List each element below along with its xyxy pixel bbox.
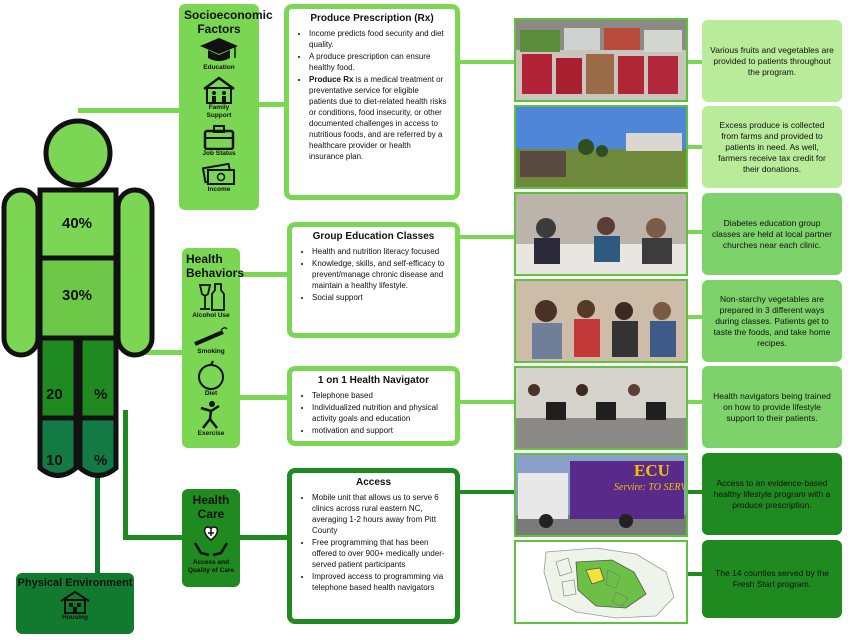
connector-line	[258, 102, 288, 107]
connector-line	[240, 395, 290, 400]
exercise-label: Exercise	[197, 430, 225, 437]
percent-20: 20	[46, 386, 63, 403]
ecu-logo: ECU	[634, 461, 670, 480]
list-item: A produce prescription can ensure health…	[309, 51, 447, 73]
list-item: Health and nutrition literacy focused	[312, 246, 447, 257]
connector-line	[458, 235, 516, 239]
connector-line	[686, 490, 704, 494]
farm-collection-photo	[514, 105, 688, 189]
list-item: Income predicts food security and diet q…	[309, 28, 447, 50]
county-map-photo	[514, 540, 688, 624]
connector-line	[240, 272, 290, 277]
connector-line	[686, 230, 704, 234]
family-support-label: Family Support	[206, 104, 232, 119]
tasting-class-photo	[514, 279, 688, 363]
connector-line	[686, 572, 704, 576]
produce-rx-box: Produce Prescription (Rx) Income predict…	[284, 4, 460, 200]
group-education-list: Health and nutrition literacy focused Kn…	[300, 246, 447, 303]
connector-line	[686, 60, 704, 64]
list-item: Mobile unit that allows us to serve 6 cl…	[312, 492, 447, 536]
alcohol-use-label: Alcohol Use	[192, 312, 230, 319]
list-item: Social support	[312, 292, 447, 303]
produce-rx-bold-lead: Produce Rx	[309, 75, 354, 84]
percent-10-sign: %	[94, 452, 108, 469]
job-status-label: Job Status	[202, 150, 236, 157]
health-care-panel: Health Care Access and Quality of Care	[182, 489, 240, 587]
group-education-box: Group Education Classes Health and nutri…	[287, 222, 460, 338]
ecu-mobile-unit-photo: ECU Servire: TO SERVE	[514, 453, 688, 537]
human-figure-icon	[1, 118, 155, 478]
health-navigator-title: 1 on 1 Health Navigator	[317, 375, 430, 386]
percent-20-sign: %	[94, 386, 108, 403]
health-care-title: Health Care	[192, 493, 230, 521]
access-box: Access Mobile unit that allows us to ser…	[287, 468, 460, 624]
exercise-icon	[200, 401, 220, 429]
caption-church: Diabetes education group classes are hel…	[702, 193, 842, 275]
income-label: Income	[207, 186, 231, 193]
list-item: Individualized nutrition and physical ac…	[312, 402, 447, 424]
connector-line	[458, 490, 516, 494]
produce-crates-photo	[514, 18, 688, 102]
house-icon	[60, 590, 90, 614]
group-education-title: Group Education Classes	[312, 231, 435, 242]
health-behaviors-title: Health Behaviors	[186, 252, 245, 280]
physical-environment-title: Physical Environment	[17, 577, 133, 589]
housing-label: Housing	[62, 614, 88, 621]
access-title: Access	[355, 477, 392, 488]
cigarette-icon	[194, 327, 228, 346]
health-behaviors-panel: Health Behaviors Alcohol Use Smoking Die…	[182, 248, 245, 448]
education-label: Education	[203, 64, 235, 71]
access-list: Mobile unit that allows us to serve 6 cl…	[300, 492, 447, 593]
connector-line	[686, 400, 704, 404]
connector-line	[138, 350, 183, 355]
diet-label: Diet	[204, 390, 218, 397]
connector-line	[123, 410, 128, 540]
list-item: Produce Rx is a medical treatment or pre…	[309, 74, 447, 162]
caption-tasting: Non-starchy vegetables are prepared in 3…	[702, 280, 842, 362]
percent-40: 40%	[62, 215, 93, 232]
access-quality-label: Access and Quality of Care	[187, 559, 235, 574]
list-item: motivation and support	[312, 425, 447, 436]
physical-environment-panel: Physical Environment Housing	[16, 573, 134, 634]
socioeconomic-factors-panel: Socioeconomic Factors Education Family S…	[179, 4, 273, 210]
briefcase-icon	[203, 125, 235, 150]
servire-script: Servire: TO SERVE	[614, 482, 688, 493]
socioeconomic-title: Socioeconomic Factors	[184, 8, 273, 36]
smoking-label: Smoking	[197, 348, 225, 355]
connector-line	[78, 108, 182, 113]
caption-produce: Various fruits and vegetables are provid…	[702, 20, 842, 102]
list-item: Improved access to programming via telep…	[312, 571, 447, 593]
connector-line	[458, 400, 516, 404]
church-class-photo	[514, 192, 688, 276]
family-house-icon	[203, 76, 235, 104]
connector-line	[686, 315, 704, 319]
connector-line	[95, 470, 100, 575]
list-item: Free programming that has been offered t…	[312, 537, 447, 570]
caption-farm: Excess produce is collected from farms a…	[702, 106, 842, 188]
list-item: Telephone based	[312, 390, 447, 401]
money-icon	[202, 162, 235, 185]
percent-10: 10	[46, 452, 63, 469]
produce-rx-title: Produce Prescription (Rx)	[310, 13, 434, 24]
list-item: Knowledge, skills, and self-efficacy to …	[312, 258, 447, 291]
navigator-training-photo	[514, 366, 688, 450]
apple-icon	[198, 360, 224, 390]
graduation-cap-icon	[200, 38, 238, 61]
connector-line	[686, 145, 704, 149]
caption-navigator: Health navigators being trained on how t…	[702, 366, 842, 448]
produce-rx-list: Income predicts food security and diet q…	[297, 28, 447, 162]
connector-line	[123, 535, 183, 540]
produce-rx-definition: is a medical treatment or preventative s…	[309, 75, 447, 161]
health-navigator-box: 1 on 1 Health Navigator Telephone based …	[287, 366, 460, 446]
caption-counties: The 14 counties served by the Fresh Star…	[702, 540, 842, 618]
connector-line	[458, 60, 516, 64]
health-navigator-list: Telephone based Individualized nutrition…	[300, 390, 447, 436]
caption-access: Access to an evidence-based healthy life…	[702, 453, 842, 535]
caring-hands-heart-icon	[193, 526, 229, 557]
percent-30: 30%	[62, 287, 93, 304]
alcohol-icon	[198, 283, 225, 311]
connector-line	[240, 535, 290, 540]
